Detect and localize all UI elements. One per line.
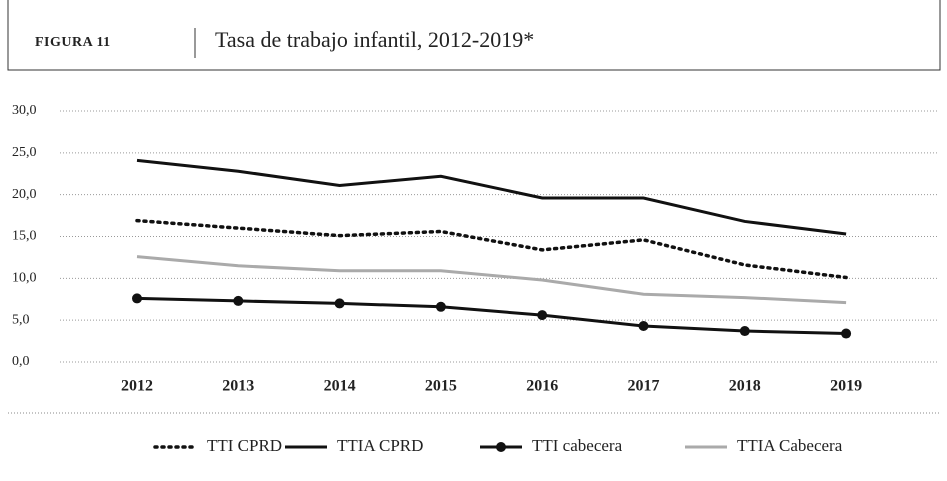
chart-title: Tasa de trabajo infantil, 2012-2019*	[215, 27, 534, 52]
y-tick-label: 20,0	[12, 187, 37, 202]
point	[638, 321, 649, 332]
y-tick-label: 30,0	[12, 103, 37, 118]
header-box	[7, 0, 941, 71]
y-tick-label: 0,0	[12, 354, 30, 369]
y-tick-label: 5,0	[12, 312, 30, 327]
x-tick-label: 2017	[628, 378, 660, 395]
series-line	[136, 158, 847, 236]
x-tick-label: 2018	[729, 378, 761, 395]
x-tick-label: 2016	[526, 378, 558, 395]
x-tick-label: 2012	[121, 378, 153, 395]
point	[132, 293, 142, 304]
point	[739, 326, 750, 337]
legend-label: TTI CPRD	[207, 436, 282, 455]
point	[233, 295, 244, 306]
y-tick-label: 15,0	[12, 229, 37, 244]
point	[435, 301, 446, 312]
point	[841, 328, 852, 339]
legend-marker	[496, 442, 506, 452]
x-tick-label: 2014	[324, 378, 356, 395]
y-tick-label: 10,0	[12, 271, 37, 286]
point	[334, 298, 345, 309]
series-line	[135, 218, 848, 280]
series-line	[136, 255, 847, 305]
point	[537, 310, 548, 321]
figure-label: FIGURA 11	[35, 35, 111, 50]
legend-label: TTIA Cabecera	[737, 436, 843, 455]
x-tick-label: 2019	[830, 378, 862, 395]
y-tick-label: 25,0	[12, 145, 37, 160]
series-line	[136, 296, 847, 336]
x-tick-label: 2013	[222, 378, 254, 395]
legend-label: TTI cabecera	[532, 436, 623, 455]
x-tick-label: 2015	[425, 378, 457, 395]
legend-label: TTIA CPRD	[337, 436, 423, 455]
